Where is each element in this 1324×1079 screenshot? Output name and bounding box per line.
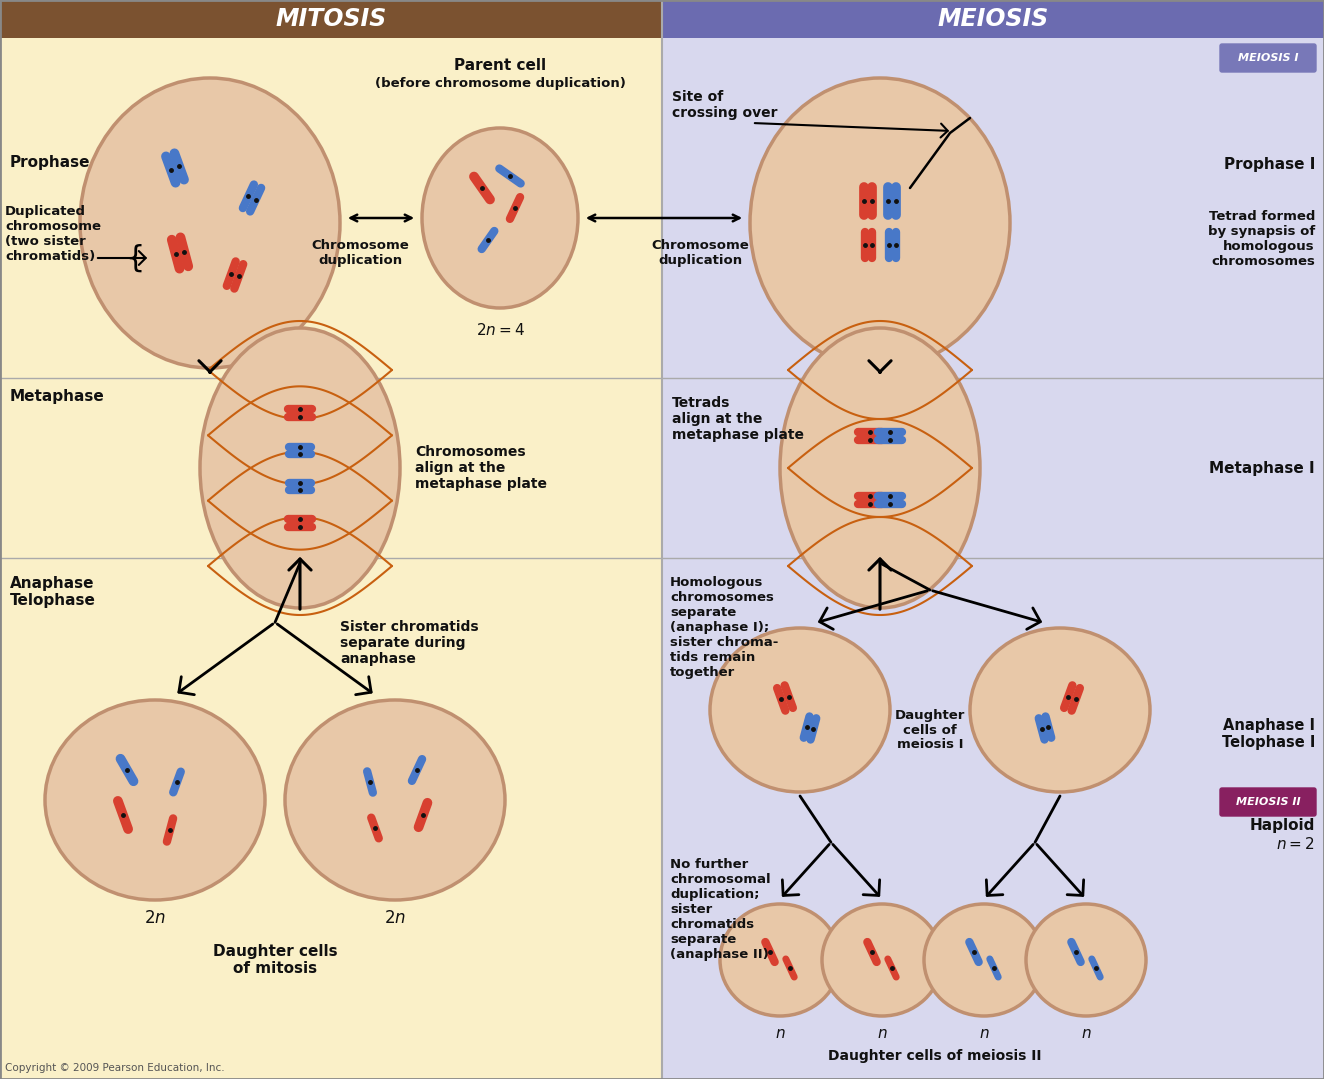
Text: $2n$: $2n$ [144, 909, 166, 927]
Text: Daughter
cells of
meiosis I: Daughter cells of meiosis I [895, 709, 965, 751]
Text: Anaphase
Telophase: Anaphase Telophase [11, 576, 95, 609]
Text: Prophase I: Prophase I [1223, 158, 1315, 173]
Text: Metaphase: Metaphase [11, 388, 105, 404]
Text: MEIOSIS II: MEIOSIS II [1235, 797, 1300, 807]
Text: $n$: $n$ [876, 1026, 887, 1041]
Ellipse shape [710, 628, 890, 792]
Text: Prophase: Prophase [11, 155, 90, 170]
Ellipse shape [1026, 904, 1147, 1016]
Text: Copyright © 2009 Pearson Education, Inc.: Copyright © 2009 Pearson Education, Inc. [5, 1063, 225, 1073]
Text: Tetrads
align at the
metaphase plate: Tetrads align at the metaphase plate [673, 396, 804, 442]
Text: $2n$: $2n$ [384, 909, 406, 927]
Text: Site of
crossing over: Site of crossing over [673, 90, 777, 120]
Text: Chromosomes
align at the
metaphase plate: Chromosomes align at the metaphase plate [414, 445, 547, 491]
Ellipse shape [45, 700, 265, 900]
Text: No further
chromosomal
duplication;
sister
chromatids
separate
(anaphase II): No further chromosomal duplication; sist… [670, 858, 771, 961]
Text: $n$: $n$ [1080, 1026, 1091, 1041]
Text: Chromosome
duplication: Chromosome duplication [651, 240, 749, 267]
Bar [0, 0, 662, 38]
Text: $2n = 4$: $2n = 4$ [475, 322, 524, 338]
Text: Tetrad formed
by synapsis of
homologous
chromosomes: Tetrad formed by synapsis of homologous … [1207, 210, 1315, 268]
Ellipse shape [970, 628, 1151, 792]
Ellipse shape [822, 904, 941, 1016]
Text: $n$: $n$ [978, 1026, 989, 1041]
Ellipse shape [924, 904, 1045, 1016]
Text: MEIOSIS I: MEIOSIS I [1238, 53, 1299, 63]
Text: Metaphase I: Metaphase I [1209, 461, 1315, 476]
Text: (before chromosome duplication): (before chromosome duplication) [375, 78, 625, 91]
Text: Daughter cells
of mitosis: Daughter cells of mitosis [213, 944, 338, 976]
Ellipse shape [285, 700, 504, 900]
Bar [662, 38, 1324, 1079]
Text: Duplicated
chromosome
(two sister
chromatids): Duplicated chromosome (two sister chroma… [5, 205, 101, 263]
Ellipse shape [780, 328, 980, 607]
Text: MITOSIS: MITOSIS [275, 6, 387, 31]
Text: Daughter cells of meiosis II: Daughter cells of meiosis II [829, 1049, 1042, 1063]
Text: Homologous
chromosomes
separate
(anaphase I);
sister chroma-
tids remain
togethe: Homologous chromosomes separate (anaphas… [670, 576, 779, 679]
Bar [0, 38, 662, 1079]
Text: {: { [126, 244, 144, 273]
Ellipse shape [422, 128, 579, 308]
Text: Anaphase I
Telophase I: Anaphase I Telophase I [1222, 718, 1315, 750]
Ellipse shape [200, 328, 400, 607]
Ellipse shape [749, 78, 1010, 368]
Text: $n$: $n$ [775, 1026, 785, 1041]
FancyBboxPatch shape [1219, 44, 1316, 72]
Ellipse shape [720, 904, 839, 1016]
Text: Sister chromatids
separate during
anaphase: Sister chromatids separate during anapha… [340, 620, 478, 667]
FancyBboxPatch shape [1219, 788, 1316, 816]
Text: Chromosome
duplication: Chromosome duplication [311, 240, 409, 267]
Ellipse shape [79, 78, 340, 368]
Text: Parent cell: Parent cell [454, 58, 545, 73]
Bar [662, 0, 1324, 38]
Text: MEIOSIS: MEIOSIS [937, 6, 1049, 31]
Text: Haploid
$n = 2$: Haploid $n = 2$ [1250, 818, 1315, 851]
